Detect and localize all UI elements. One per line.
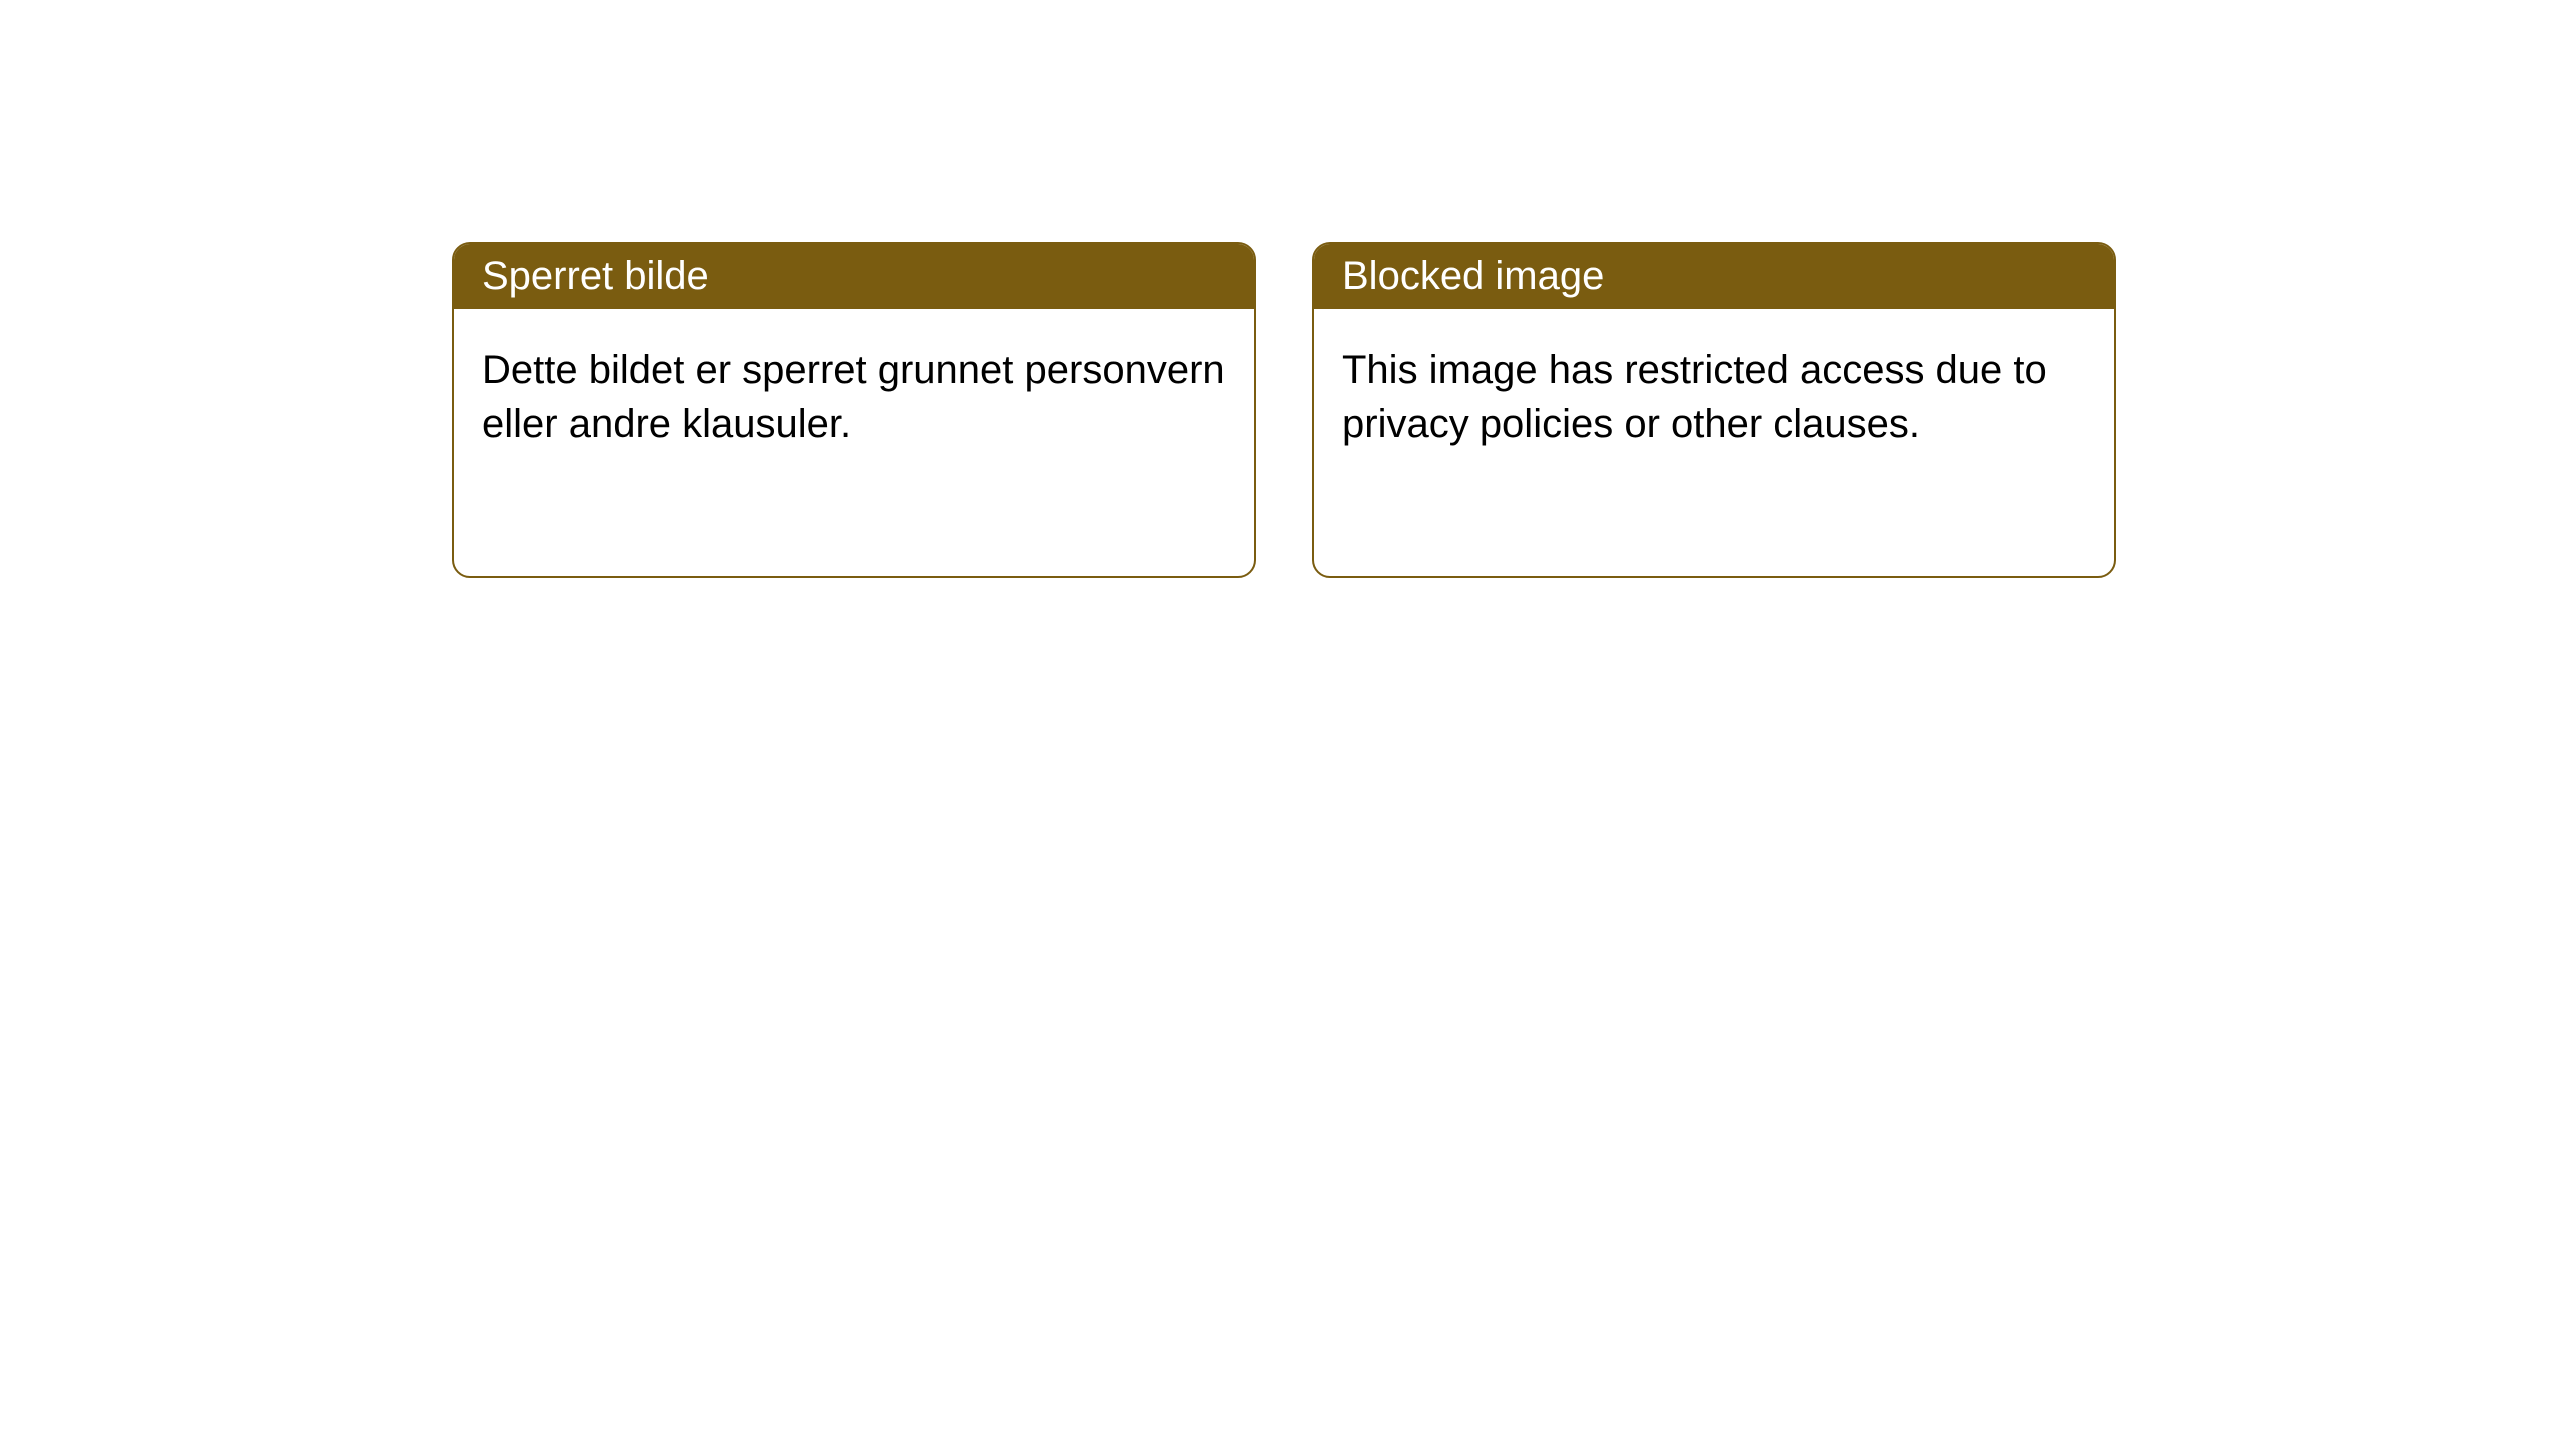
notice-body-norwegian: Dette bildet er sperret grunnet personve… — [454, 309, 1254, 485]
notice-container: Sperret bilde Dette bildet er sperret gr… — [452, 242, 2116, 578]
notice-card-norwegian: Sperret bilde Dette bildet er sperret gr… — [452, 242, 1256, 578]
notice-header-text: Blocked image — [1342, 254, 1604, 298]
notice-body-text: This image has restricted access due to … — [1342, 348, 2047, 446]
notice-body-english: This image has restricted access due to … — [1314, 309, 2114, 485]
notice-header-norwegian: Sperret bilde — [454, 244, 1254, 309]
notice-body-text: Dette bildet er sperret grunnet personve… — [482, 348, 1225, 446]
notice-card-english: Blocked image This image has restricted … — [1312, 242, 2116, 578]
notice-header-english: Blocked image — [1314, 244, 2114, 309]
notice-header-text: Sperret bilde — [482, 254, 709, 298]
